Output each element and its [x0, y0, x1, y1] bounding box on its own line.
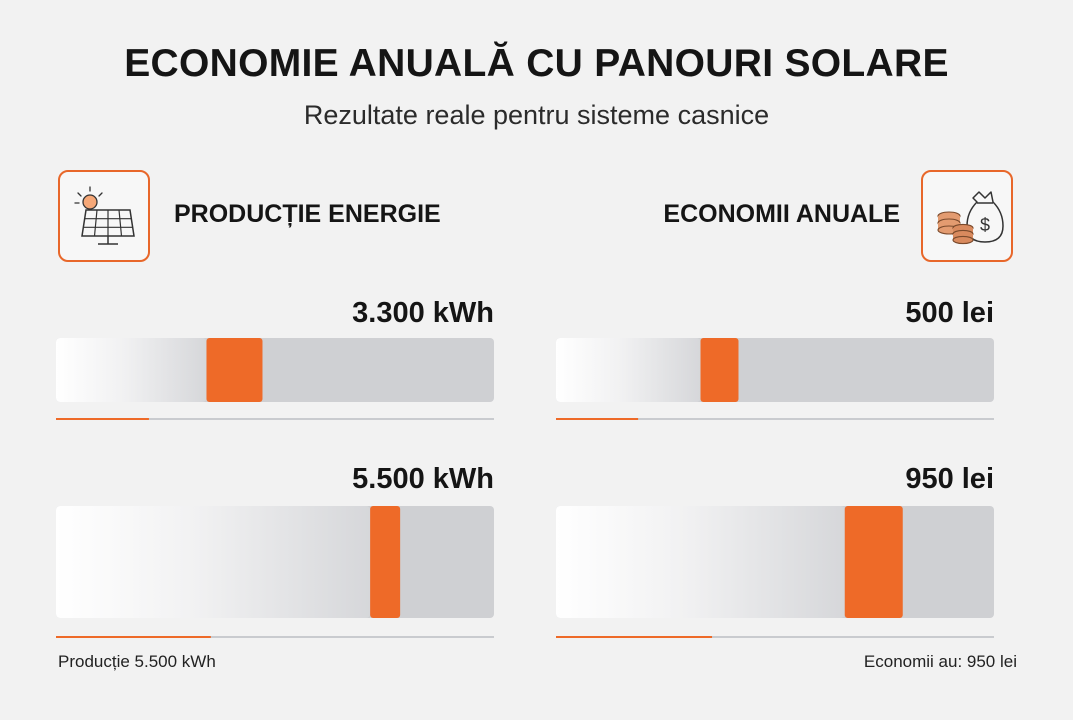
savings-bar-fill-1: [556, 338, 701, 402]
savings-bar-fill-2: [556, 506, 845, 618]
production-underline-progress-1: [56, 418, 149, 420]
production-bar-2: [370, 506, 401, 618]
money-bag-icon-box: $: [921, 170, 1013, 262]
chart-title: ECONOMIE ANUALĂ CU PANOURI SOLARE: [124, 42, 949, 85]
solar-panel-icon: [74, 186, 135, 245]
production-value-label-2: 5.500 kWh: [352, 463, 494, 495]
savings-value-label-2: 950 lei: [905, 463, 994, 495]
solar-panel-icon-box: [58, 170, 150, 262]
savings-bar-1: [700, 338, 739, 402]
left-section-title: PRODUCȚIE ENERGIE: [174, 200, 441, 228]
production-bar-fill-1: [56, 338, 207, 402]
savings-underline-2: [556, 636, 994, 638]
savings-underline-1: [556, 418, 994, 420]
savings-underline-progress-2: [556, 636, 713, 638]
savings-underline-progress-1: [556, 418, 639, 420]
production-underline-1: [56, 418, 494, 420]
production-bar-1: [206, 338, 263, 402]
production-value-label-1: 3.300 kWh: [352, 297, 494, 329]
production-underline-2: [56, 636, 494, 638]
production-underline-progress-2: [56, 636, 211, 638]
left-footnote: Producție 5.500 kWh: [58, 652, 216, 671]
right-section-title: ECONOMII ANUALE: [663, 200, 900, 228]
savings-value-label-1: 500 lei: [905, 297, 994, 329]
money-bag-icon: $: [937, 191, 1004, 245]
production-chart: 3.300 kWh 5.500 kWh: [56, 297, 494, 638]
right-footnote: Economii au: 950 lei: [863, 652, 1017, 671]
chart-subtitle: Rezultate reale pentru sisteme casnice: [303, 100, 770, 130]
svg-text:$: $: [980, 215, 990, 235]
savings-chart: 500 lei 950 lei: [556, 297, 994, 638]
production-bar-fill-2: [56, 506, 371, 618]
savings-bar-2: [844, 506, 903, 618]
